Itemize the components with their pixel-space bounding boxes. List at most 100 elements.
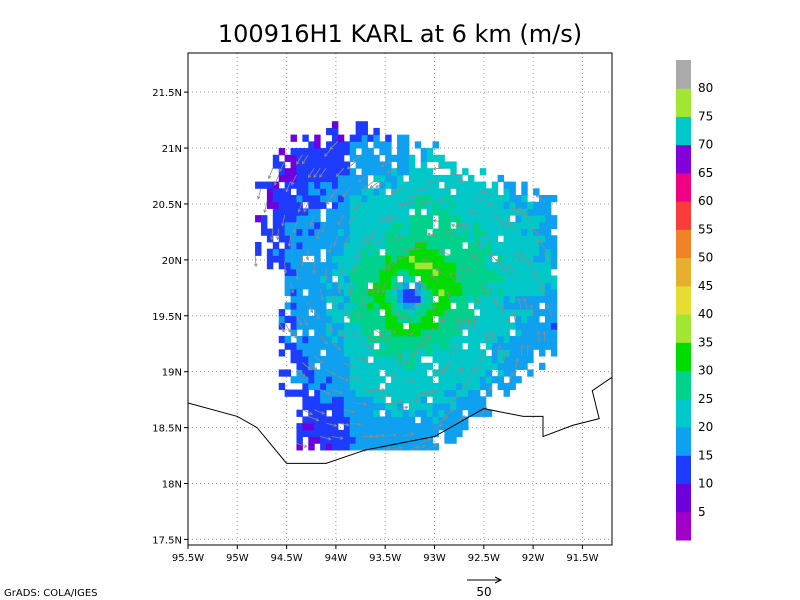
wind-cell	[473, 228, 481, 236]
wind-cell	[397, 356, 404, 364]
wind-cell	[302, 188, 309, 196]
wind-vector	[364, 181, 374, 189]
wind-vector	[457, 179, 469, 182]
wind-cell	[320, 416, 327, 424]
wind-cell	[533, 262, 540, 270]
wind-vector-head	[296, 161, 300, 165]
wind-vector-head	[416, 351, 420, 355]
wind-vector	[341, 262, 345, 274]
wind-vector-head	[403, 202, 408, 206]
wind-cell	[544, 255, 552, 263]
wind-vector	[319, 288, 324, 300]
wind-vector	[355, 402, 367, 405]
wind-vector	[349, 422, 361, 425]
wind-cell	[331, 376, 339, 384]
wind-vector-head	[503, 351, 508, 355]
wind-cell	[397, 161, 404, 169]
wind-cell	[491, 228, 499, 236]
wind-cell	[432, 282, 439, 290]
wind-cell	[521, 362, 528, 370]
wind-vector	[520, 252, 528, 263]
wind-cell	[296, 262, 303, 270]
wind-cell	[373, 282, 380, 290]
wind-cell	[503, 369, 510, 377]
wind-cell	[420, 215, 428, 223]
wind-cell	[509, 208, 516, 216]
wind-cell	[527, 369, 534, 377]
wind-vector-head	[520, 344, 524, 348]
wind-cell	[349, 181, 357, 189]
wind-cell	[438, 356, 445, 364]
wind-cell	[349, 208, 357, 216]
wind-cell	[485, 302, 493, 310]
wind-cell	[284, 315, 292, 323]
wind-vector-head	[281, 222, 285, 227]
wind-cell	[337, 282, 345, 290]
wind-cell	[290, 309, 297, 317]
wind-cell	[284, 282, 292, 290]
colorbar-segment	[676, 116, 691, 146]
wind-cell	[302, 342, 309, 350]
wind-cell	[444, 181, 451, 189]
wind-cell	[402, 215, 410, 223]
wind-cell	[397, 134, 404, 142]
wind-cell	[296, 315, 303, 323]
wind-cell	[326, 262, 333, 270]
wind-cell	[473, 376, 481, 384]
wind-cell	[402, 255, 410, 263]
wind-cell	[308, 342, 315, 350]
wind-cell	[426, 443, 434, 451]
wind-cell	[308, 195, 315, 203]
wind-vector-head	[382, 267, 387, 271]
wind-cell	[491, 215, 499, 223]
wind-cell	[397, 322, 404, 330]
wind-vector-head	[370, 233, 375, 237]
wind-vector-head	[339, 391, 343, 395]
colorbar-segment	[676, 398, 691, 428]
wind-cell	[326, 369, 333, 377]
wind-cell	[349, 195, 357, 203]
wind-vector-head	[346, 165, 351, 170]
wind-cell	[379, 148, 386, 156]
wind-cell	[302, 315, 309, 323]
wind-vector	[432, 423, 443, 431]
wind-cell	[373, 215, 380, 223]
wind-cell	[373, 228, 380, 236]
wind-cell	[462, 248, 469, 256]
wind-vector-head	[493, 297, 498, 302]
wind-cell	[397, 436, 404, 444]
colorbar-segment	[676, 370, 691, 400]
wind-cell	[355, 161, 363, 169]
wind-cell	[296, 174, 303, 183]
wind-vector-head	[362, 303, 366, 307]
wind-cell	[456, 248, 463, 256]
wind-vector	[420, 390, 431, 397]
wind-vector-head	[313, 174, 317, 178]
wind-cell	[527, 315, 534, 323]
wind-cell	[391, 402, 398, 411]
wind-cell	[373, 356, 380, 364]
wind-vector	[331, 436, 343, 439]
wind-cell	[290, 208, 297, 216]
wind-cell	[515, 215, 522, 223]
wind-cell	[539, 215, 546, 223]
wind-cell	[331, 154, 339, 162]
wind-vector-head	[404, 315, 409, 320]
wind-cell	[450, 342, 457, 350]
wind-cell	[361, 376, 368, 384]
wind-cell	[444, 262, 451, 270]
wind-cell	[420, 376, 428, 384]
wind-cell	[544, 215, 552, 223]
wind-cell	[373, 195, 380, 203]
wind-cell	[290, 356, 297, 364]
wind-cell	[391, 248, 398, 256]
wind-cell	[331, 322, 339, 330]
wind-cell	[450, 282, 457, 290]
wind-cell	[331, 195, 339, 203]
wind-cell	[491, 329, 499, 337]
wind-vector	[520, 345, 523, 357]
wind-cell	[444, 342, 451, 350]
wind-cell	[302, 268, 309, 277]
chart-title: 100916H1 KARL at 6 km (m/s)	[218, 20, 582, 48]
wind-vector	[313, 308, 320, 320]
